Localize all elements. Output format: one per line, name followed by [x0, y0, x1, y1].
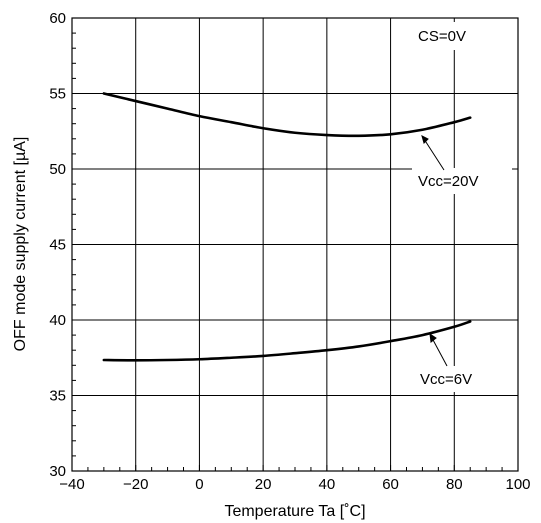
- vcc6-annotation: Vcc=6V: [420, 371, 472, 388]
- y-tick-label: 35: [49, 388, 66, 405]
- plot-frame: [71, 17, 519, 472]
- vcc20-label-bg: [412, 168, 512, 194]
- vcc6-arrow-line: [431, 337, 448, 367]
- cs-annotation: CS=0V: [418, 28, 466, 45]
- series-lines: [102, 92, 472, 362]
- y-tick-label: 40: [49, 312, 66, 329]
- y-tick-label: 30: [49, 463, 66, 480]
- series-line-1: [102, 320, 472, 362]
- vcc6-label-bg: [412, 366, 512, 392]
- y-tick-label: 60: [49, 10, 66, 27]
- grid: [72, 18, 518, 471]
- vcc20-arrow-line: [423, 138, 445, 171]
- y-tick-label: 50: [49, 161, 66, 178]
- x-axis-title: Temperature Ta [˚C]: [224, 503, 365, 520]
- x-tick-label: 0: [195, 476, 203, 493]
- x-tick-label: 80: [446, 476, 463, 493]
- tick-labels: −40 −20 0 20 40 60 80 100 30 35 40 45 50 55 60: [49, 10, 530, 493]
- y-axis-title: OFF mode supply current [µA]: [12, 137, 29, 352]
- x-tick-label: 40: [319, 476, 336, 493]
- x-tick-label: −20: [123, 476, 148, 493]
- x-tick-label: 100: [505, 476, 530, 493]
- y-tick-label: 55: [49, 86, 66, 103]
- x-tick-label: −40: [59, 476, 84, 493]
- vcc20-annotation: Vcc=20V: [418, 173, 478, 190]
- x-tick-label: 60: [382, 476, 399, 493]
- y-tick-label: 45: [49, 237, 66, 254]
- cs-label-bg: [410, 22, 510, 50]
- vcc6-arrow-head: [429, 332, 437, 343]
- annotations: CS=0V Vcc=20V Vcc=6V: [410, 22, 512, 392]
- x-tick-label: 20: [255, 476, 272, 493]
- vcc20-arrow-head: [421, 135, 429, 144]
- series-line-0: [102, 92, 472, 138]
